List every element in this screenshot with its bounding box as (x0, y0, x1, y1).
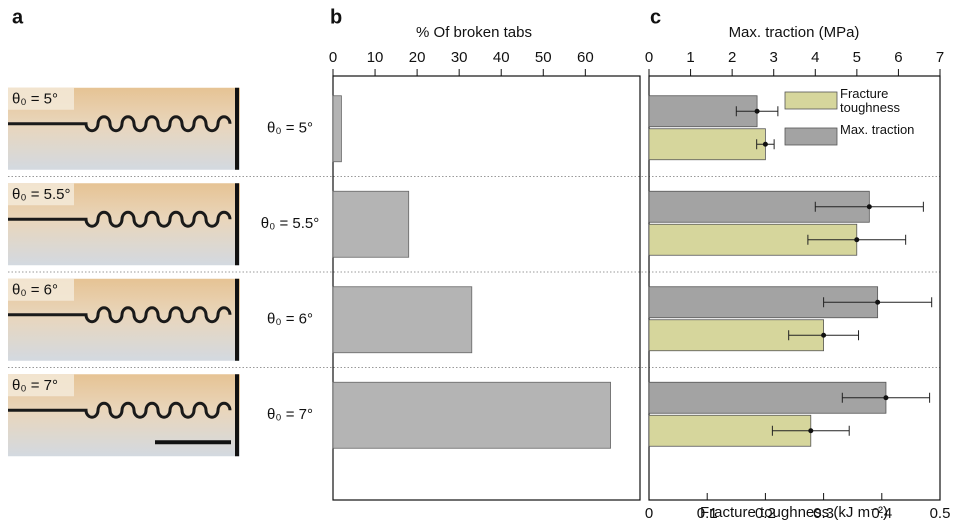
x2-tick-label: 5 (853, 49, 861, 66)
x2-tick-label: 2 (728, 49, 736, 66)
x2-tick-label: 4 (811, 49, 819, 66)
x-axis-title: % Of broken tabs (416, 24, 532, 41)
error-bar (814, 201, 924, 212)
y-tick-label: θ₀ = 6° (267, 311, 313, 328)
x-tick-label: 0 (645, 505, 653, 522)
error-point (762, 141, 768, 147)
error-point (821, 332, 827, 338)
error-point (883, 395, 889, 401)
error-bar (771, 425, 850, 436)
photo-label: θ₀ = 5° (12, 91, 58, 108)
y-tick-label: θ₀ = 5° (267, 120, 313, 137)
error-bar (841, 392, 931, 403)
photo: θ₀ = 5° (8, 87, 240, 170)
photo: θ₀ = 5.5° (8, 183, 240, 266)
error-point (754, 108, 760, 114)
photo-label-bg (8, 374, 74, 397)
x-tick-label: 30 (451, 49, 468, 66)
y-tick-label: θ₀ = 7° (267, 406, 313, 423)
x-tick-label: 10 (367, 49, 384, 66)
bar (332, 190, 410, 258)
panel-label: b (330, 6, 342, 28)
x-tick-label: 50 (535, 49, 552, 66)
bar (648, 128, 766, 161)
x2-tick-label: 3 (770, 49, 778, 66)
legend-label-box: Fracture toughness (840, 87, 900, 115)
photo-edge (235, 278, 239, 361)
x-tick-label: 0.5 (930, 505, 951, 522)
error-point (808, 428, 814, 434)
y-tick-label: θ₀ = 5.5° (261, 215, 320, 232)
legend-swatch (784, 91, 838, 110)
legend-label-box: Max. traction (840, 123, 915, 137)
x-tick-label: 0.4 (871, 505, 892, 522)
error-point (854, 237, 860, 243)
scale-bar (155, 440, 231, 445)
specimen-line (8, 401, 232, 419)
bar (332, 286, 473, 354)
legend-label: Max. traction (840, 123, 915, 137)
bar (332, 381, 611, 449)
photo-label: θ₀ = 6° (12, 282, 58, 299)
legend-swatch (784, 127, 838, 146)
error-bar (756, 139, 775, 150)
x-axis-title: Fracture toughness (kJ m⁻²) (700, 504, 888, 521)
photo-edge (235, 87, 239, 170)
x2-tick-label: 6 (894, 49, 902, 66)
error-bar (807, 234, 907, 245)
x-tick-label: 0.1 (697, 505, 718, 522)
legend-label: Fracture toughness (840, 87, 900, 115)
photo-label: θ₀ = 5.5° (12, 186, 71, 203)
specimen-line (8, 306, 232, 324)
specimen-line (8, 210, 232, 228)
specimen-line (8, 115, 232, 133)
error-bar (788, 330, 860, 341)
panel-label: c (650, 6, 661, 28)
x2-tick-label: 1 (686, 49, 694, 66)
x2-tick-label: 0 (645, 49, 653, 66)
x-tick-label: 20 (409, 49, 426, 66)
photo: θ₀ = 7° (8, 374, 240, 457)
x-tick-label: 0.3 (813, 505, 834, 522)
error-bar (735, 106, 779, 117)
photo-label-bg (8, 183, 74, 206)
error-point (866, 204, 872, 210)
photo-label-bg (8, 87, 74, 110)
x-tick-label: 40 (493, 49, 510, 66)
photo-edge (235, 183, 239, 266)
error-bar (823, 297, 933, 308)
x-tick-label: 60 (577, 49, 594, 66)
x2-axis-title: Max. traction (MPa) (729, 24, 860, 41)
photo-label: θ₀ = 7° (12, 377, 58, 394)
photo-edge (235, 374, 239, 457)
panel-label: a (12, 6, 24, 28)
error-point (875, 299, 881, 305)
x-tick-label: 0.2 (755, 505, 776, 522)
photo: θ₀ = 6° (8, 278, 240, 361)
bar (332, 95, 342, 163)
x-tick-label: 0 (329, 49, 337, 66)
photo-label-bg (8, 278, 74, 301)
x2-tick-label: 7 (936, 49, 944, 66)
